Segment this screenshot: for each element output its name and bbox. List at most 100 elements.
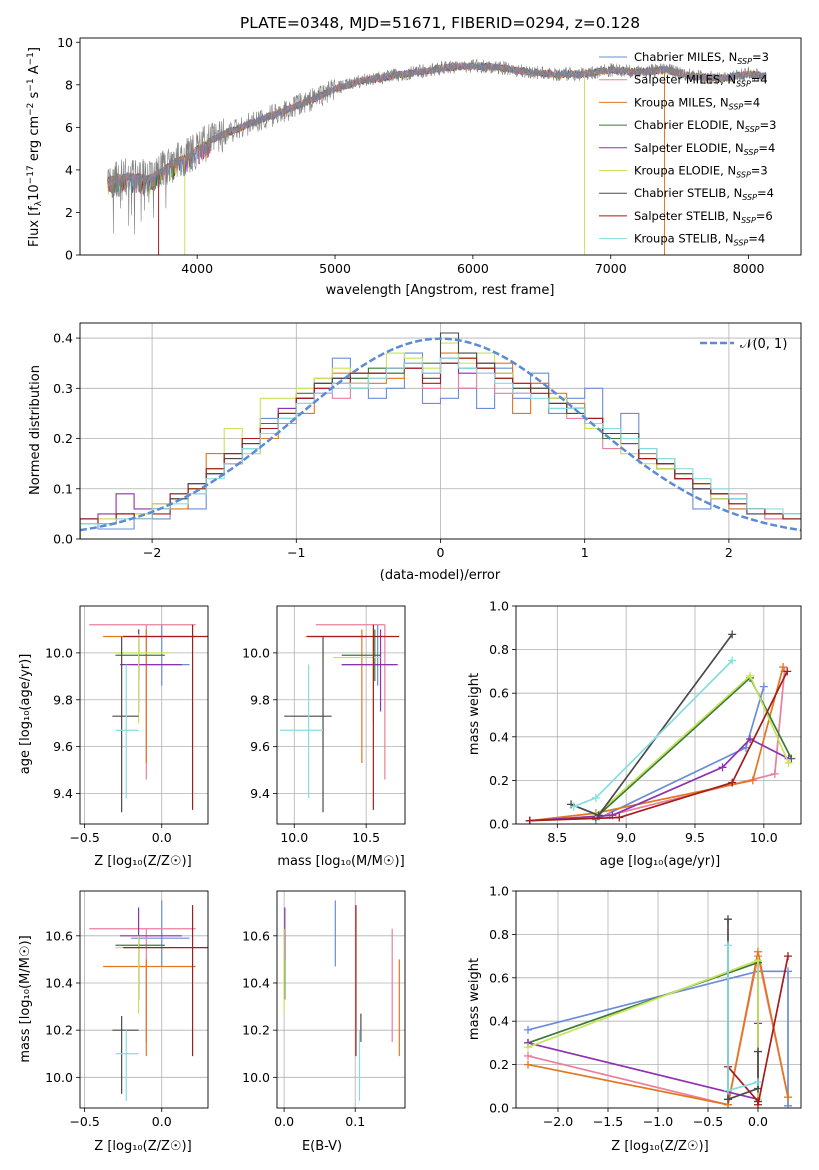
legend-value: =3	[760, 118, 777, 132]
mass-weight-marker	[754, 1077, 762, 1086]
mass-weight-marker	[724, 941, 732, 950]
legend-name: Kroupa STELIB, N	[634, 232, 734, 246]
tick-label-y: 0.2	[489, 773, 509, 788]
tick-label-x: −2.0	[543, 1114, 573, 1129]
mass-weight-marker	[784, 758, 793, 767]
legend-value: =3	[752, 50, 769, 64]
spectrum-ylabel: Flux [fλ10−17 erg cm−2 s−1 A−1]	[26, 47, 44, 247]
mass-weight-marker	[524, 1060, 532, 1069]
tick-label-y: 0.0	[53, 532, 73, 547]
tick-label-x: 8000	[733, 261, 765, 276]
legend-name: Salpeter MILES, N	[634, 73, 736, 87]
legend-label: Kroupa STELIB, NSSP=4	[634, 232, 765, 248]
mass-weight-line	[570, 633, 733, 817]
legend-label: Salpeter ELODIE, NSSP=4	[634, 141, 775, 157]
tick-label-x: 0.1	[345, 1114, 365, 1129]
grid	[80, 606, 208, 824]
age-z-xlabel: Z [log₁₀(Z/Z☉)]	[94, 854, 191, 869]
plot-area	[524, 915, 792, 1108]
tick-label-x: 9.5	[685, 830, 705, 845]
axes: 8.5 9.0 9.5 10.0 0.0 0.2 0.4 0.6 0.8 1.0	[489, 599, 802, 845]
tick-label-y: 10.0	[45, 645, 73, 660]
mass-weight-line	[527, 951, 789, 1106]
tick-label-y: 10.0	[242, 645, 270, 660]
legend-label: Salpeter STELIB, NSSP=6	[634, 209, 773, 225]
mw-age-xlabel: age [log₁₀(age/yr)]	[600, 854, 721, 869]
legend-value: =4	[758, 141, 775, 155]
tick-label-x: 6000	[457, 261, 489, 276]
axes: −2 −1 0 1 2 0.0 0.1 0.2 0.3 0.4	[53, 322, 802, 560]
mass-weight-marker	[779, 663, 788, 672]
age-vs-mass-panel: 10.0 10.5 9.4 9.6 9.8 10.0	[242, 605, 406, 845]
tick-label-y: 9.8	[250, 692, 270, 707]
mass-weight-line	[527, 970, 789, 1106]
tick-label-y: 6	[65, 120, 73, 135]
tick-label-y: 0.8	[489, 642, 509, 657]
tick-label-x: 5000	[319, 261, 351, 276]
legend-name: Chabrier MILES, N	[634, 50, 737, 64]
mass-weight-marker	[724, 1086, 732, 1095]
mass-weight-marker	[718, 763, 727, 772]
observed-spectrum	[107, 58, 767, 235]
mass-weight-marker	[784, 1093, 792, 1102]
mass-weight-marker	[746, 671, 755, 680]
legend-sub: SSP	[742, 193, 757, 202]
legend-label: Chabrier STELIB, NSSP=4	[634, 186, 774, 202]
tick-label-x: 10.0	[280, 830, 308, 845]
tick-label-x: 0.0	[152, 830, 172, 845]
mass-weight-marker	[754, 947, 762, 956]
tick-label-y: 1.0	[489, 599, 509, 614]
plot-area	[89, 900, 208, 1101]
tick-label-y: 10.4	[45, 975, 73, 990]
tick-label-x: 0.0	[748, 1114, 768, 1129]
tick-label-y: 0.3	[53, 381, 73, 396]
legend-label: Salpeter MILES, NSSP=4	[634, 73, 768, 89]
tick-label-y: 0.2	[489, 1057, 509, 1072]
mass-weight-marker	[524, 1051, 532, 1060]
axes-frame	[515, 605, 802, 825]
legend-label: Kroupa MILES, NSSP=4	[634, 95, 760, 111]
legend-name: Chabrier ELODIE, N	[634, 118, 745, 132]
grid	[277, 891, 405, 1108]
tick-label-x: 0	[437, 545, 445, 560]
mass-ebv-xlabel: E(B-V)	[302, 1139, 342, 1154]
mass-weight-marker	[754, 956, 762, 965]
spectrum-panel: 4000 5000 6000 7000 8000 0 2 4 6 8 10	[57, 35, 802, 276]
mass-weight-marker	[770, 769, 779, 778]
axes: 0.0 0.1 10.0 10.2 10.4 10.6	[242, 890, 406, 1129]
legend-label: Kroupa ELODIE, NSSP=3	[634, 164, 768, 180]
mass-weight-marker	[724, 915, 732, 924]
tick-label-y: 10.0	[45, 1070, 73, 1085]
mass-vs-extinction-panel: 0.0 0.1 10.0 10.2 10.4 10.6	[242, 890, 406, 1129]
age-z-ylabel: age [log₁₀(age/yr)]	[18, 654, 33, 775]
tick-label-x: −1.0	[643, 1114, 673, 1129]
tick-label-x: 8.5	[547, 830, 567, 845]
mass-weight-line	[529, 671, 788, 822]
mw-z-ylabel: mass weight	[467, 958, 482, 1040]
mass-weight-line	[527, 959, 759, 1100]
tick-label-y: 10	[57, 35, 73, 50]
tick-label-x: −0.5	[693, 1114, 723, 1129]
normal-curve	[80, 337, 801, 532]
grid	[516, 605, 801, 825]
mass-z-xlabel: Z [log₁₀(Z/Z☉)]	[94, 1139, 191, 1154]
legend-value: =4	[743, 95, 760, 109]
mass-weight-line	[527, 961, 759, 1102]
normal-legend-label: 𝒩(0, 1)	[740, 337, 787, 352]
axes-frame	[79, 890, 209, 1109]
legend-label: Chabrier ELODIE, NSSP=3	[634, 118, 776, 134]
mass-weight-marker	[724, 1095, 732, 1104]
age-vs-metallicity-panel: −0.5 0.0 9.4 9.6 9.8 10.0	[45, 605, 209, 845]
tick-label-y: 0.6	[489, 686, 509, 701]
legend-value: =4	[751, 73, 768, 87]
plot-area	[283, 900, 400, 1101]
mass-weight-marker	[524, 1043, 532, 1052]
mass-weight-marker	[748, 776, 757, 785]
histogram-step	[80, 357, 801, 539]
tick-label-x: −0.5	[69, 830, 99, 845]
mass-weight-marker	[784, 952, 792, 961]
tick-label-x: 1	[581, 545, 589, 560]
spectrum-xlabel: wavelength [Angstrom, rest frame]	[326, 283, 555, 298]
grid	[80, 891, 208, 1108]
